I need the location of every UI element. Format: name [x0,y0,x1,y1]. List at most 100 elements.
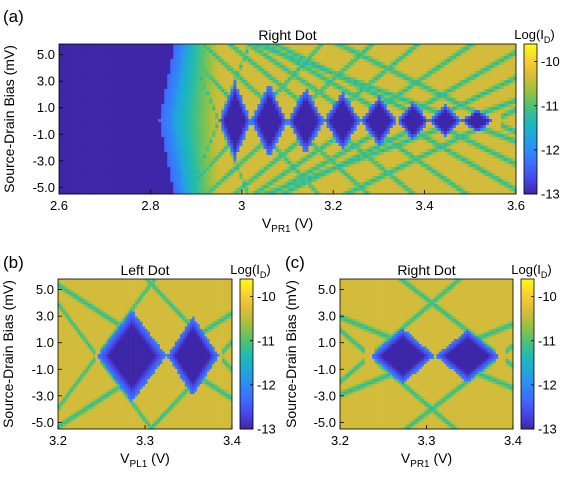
heatmap-cell [164,191,168,195]
heatmap-cell [146,173,150,177]
heatmap-cell [269,170,273,174]
heatmap-cell [344,50,348,54]
heatmap-cell [185,50,189,54]
heatmap-cell [245,185,249,189]
heatmap-cell [272,170,276,174]
heatmap-cell [350,152,354,156]
heatmap-cell [293,92,297,96]
heatmap-cell [119,80,123,84]
heatmap-cell [239,191,243,195]
heatmap-cell [311,83,315,87]
heatmap-cell [230,53,234,57]
heatmap-cell [275,47,279,51]
heatmap-cell [344,86,348,90]
heatmap-cell [203,149,207,153]
heatmap-cell [314,59,318,63]
heatmap-cell [164,101,168,105]
heatmap-cell [122,131,126,135]
heatmap-cell [212,185,216,189]
heatmap-cell [239,185,243,189]
heatmap-cell [263,158,267,162]
heatmap-cell [62,98,66,102]
heatmap-cell [347,110,351,114]
heatmap-cell [248,149,252,153]
heatmap-cell [191,53,195,57]
heatmap-cell [194,137,198,141]
heatmap-cell [203,65,207,69]
heatmap-cell [245,167,249,171]
heatmap-cell [230,116,234,120]
heatmap-cell [182,86,186,90]
heatmap-cell [251,152,255,156]
heatmap-cell [308,83,312,87]
heatmap-cell [176,134,180,138]
heatmap-cell [188,101,192,105]
heatmap-cell [212,152,216,156]
heatmap-cell [143,95,147,99]
heatmap-cell [272,98,276,102]
heatmap-cell [341,158,345,162]
heatmap-cell [68,134,72,138]
heatmap-cell [269,164,273,168]
heatmap-cell [329,146,333,150]
heatmap-cell [170,56,174,60]
heatmap-cell [176,47,180,51]
heatmap-cell [239,74,243,78]
heatmap-cell [323,110,327,114]
heatmap-cell [191,164,195,168]
heatmap-cell [218,98,222,102]
heatmap-cell [281,116,285,120]
heatmap-cell [77,125,81,129]
heatmap-cell [86,74,90,78]
heatmap-cell [320,80,324,84]
heatmap-cell [62,158,66,162]
heatmap-cell [101,176,105,180]
heatmap-cell [347,113,351,117]
heatmap-cell [314,101,318,105]
heatmap-cell [68,128,72,132]
heatmap-cell [116,77,120,81]
heatmap-cell [134,164,138,168]
heatmap-cell [83,74,87,78]
heatmap-cell [281,83,285,87]
heatmap-cell [83,77,87,81]
heatmap-cell [167,104,171,108]
heatmap-cell [176,80,180,84]
heatmap-cell [224,44,228,48]
heatmap-cell [194,116,198,120]
heatmap-cell [338,65,342,69]
heatmap-cell [152,95,156,99]
heatmap-cell [185,185,189,189]
heatmap-cell [203,146,207,150]
heatmap-cell [74,176,78,180]
heatmap-cell [266,140,270,144]
heatmap-cell [272,113,276,117]
heatmap-cell [212,137,216,141]
heatmap-cell [263,116,267,120]
heatmap-cell [260,68,264,72]
heatmap-cell [236,98,240,102]
heatmap-cell [296,125,300,129]
heatmap-cell [128,101,132,105]
heatmap-cell [266,125,270,129]
heatmap-cell [59,95,63,99]
heatmap-cell [308,89,312,93]
heatmap-cell [290,152,294,156]
heatmap-cell [218,56,222,60]
heatmap-cell [92,140,96,144]
heatmap-cell [299,173,303,177]
heatmap-cell [287,182,291,186]
heatmap-cell [68,74,72,78]
heatmap-cell [98,77,102,81]
heatmap-cell [230,125,234,129]
heatmap-cell [152,56,156,60]
heatmap-cell [134,182,138,186]
heatmap-cell [116,56,120,60]
heatmap-cell [350,74,354,78]
heatmap-cell [113,131,117,135]
heatmap-cell [83,107,87,111]
heatmap-cell [173,128,177,132]
heatmap-cell [77,149,81,153]
heatmap-cell [317,152,321,156]
heatmap-cell [326,77,330,81]
